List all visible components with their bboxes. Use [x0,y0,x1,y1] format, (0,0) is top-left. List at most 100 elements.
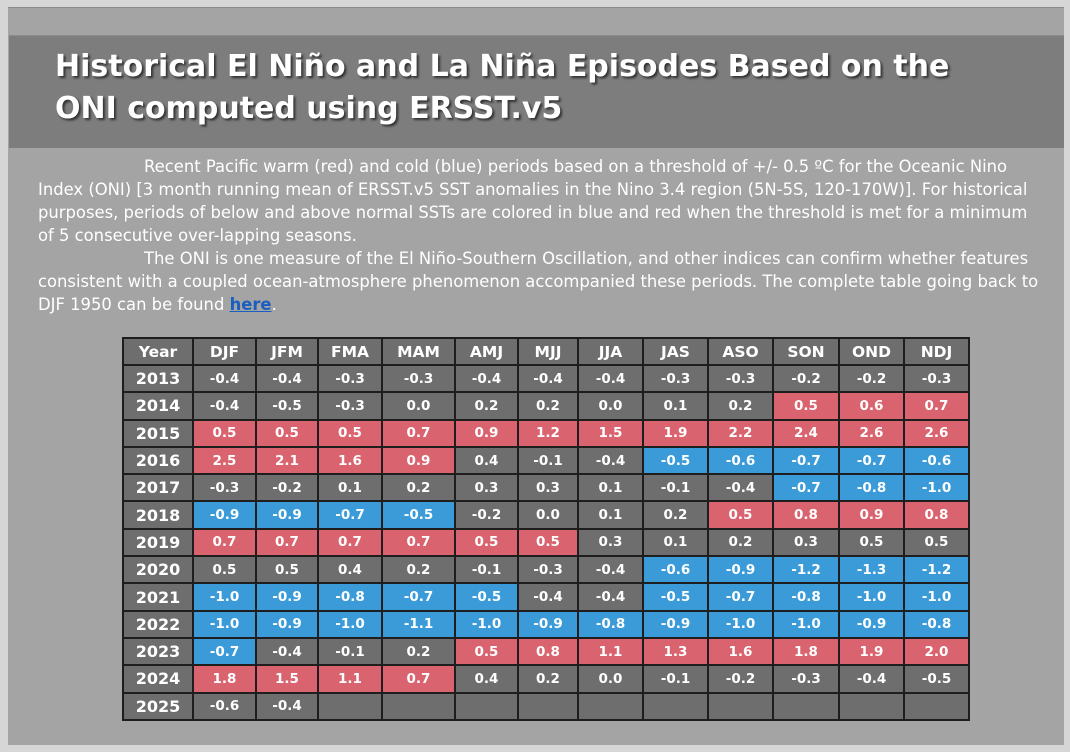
oni-value-cell: -0.4 [577,363,644,394]
column-header-amj: AMJ [454,337,519,366]
oni-value-cell: -0.3 [772,664,840,694]
oni-value-cell: -0.1 [454,555,519,585]
oni-value-cell: -1.0 [903,582,970,612]
oni-value-cell: -0.5 [381,500,456,530]
oni-value-cell: 2.6 [903,418,970,448]
oni-value-cell: -0.6 [903,445,970,476]
oni-value-cell: -0.4 [577,445,644,476]
table-row: 2013 -0.4 -0.4 -0.3 -0.3 -0.4 -0.4 -0.4 -0.3 -0.3… [122,363,970,394]
oni-value-cell: -0.8 [317,582,383,612]
oni-value-cell: 0.5 [454,527,519,558]
oni-value-cell: -0.4 [192,391,257,421]
column-header-fma: FMA [317,337,383,366]
oni-value-cell: -0.4 [577,555,644,585]
table-row: 2022 -1.0 -0.9 -1.0 -1.1 -1.0 -0.9 -0.8 -0.9 -1.0… [122,609,970,639]
oni-value-cell: -1.0 [317,609,383,639]
intro-paragraph-2: The ONI is one measure of the El Niño-So… [38,247,1048,316]
oni-value-cell: -0.9 [517,609,579,639]
oni-value-cell: -1.1 [381,609,456,639]
oni-value-cell: 1.1 [577,636,644,667]
oni-value-cell: 0.5 [255,418,319,448]
oni-value-cell: 0.5 [255,555,319,585]
column-header-mjj: MJJ [517,337,579,366]
oni-value-cell: 0.2 [381,636,456,667]
oni-value-cell: 0.2 [454,391,519,421]
oni-value-cell: -0.8 [903,609,970,639]
column-header-djf: DJF [192,337,257,366]
oni-value-cell: -0.4 [707,473,774,503]
column-header-year: Year [122,337,194,366]
oni-value-cell: -0.8 [772,582,840,612]
table-row: 2024 1.8 1.5 1.1 0.7 0.4 0.2 0.0 -0.1 -0.2 -0.3 -0.… [122,664,970,694]
oni-value-cell: -0.1 [642,473,709,503]
oni-value-cell: 2.6 [838,418,905,448]
empty-cell [454,691,519,721]
oni-value-cell: -0.4 [192,363,257,394]
oni-value-cell: 1.9 [642,418,709,448]
oni-value-cell: 0.1 [642,527,709,558]
oni-value-cell: 2.0 [903,636,970,667]
oni-table: Year DJF JFM FMA MAM AMJ MJJ JJA JAS ASO SON OND NDJ… [122,337,970,721]
oni-value-cell: -0.4 [517,582,579,612]
oni-value-cell: 1.5 [255,664,319,694]
oni-value-cell: 1.8 [192,664,257,694]
oni-value-cell: 0.8 [903,500,970,530]
year-cell: 2013 [122,363,194,394]
oni-value-cell: 0.5 [903,527,970,558]
oni-value-cell: 0.4 [317,555,383,585]
oni-value-cell: -0.7 [772,473,840,503]
table-row: 2014 -0.4 -0.5 -0.3 0.0 0.2 0.2 0.0 0.1 0.2 0.5 0.6… [122,391,970,421]
table-row: 2021 -1.0 -0.9 -0.8 -0.7 -0.5 -0.4 -0.4 -0.5 -0.7… [122,582,970,612]
oni-value-cell: 0.5 [317,418,383,448]
oni-value-cell: 0.2 [642,500,709,530]
full-table-link[interactable]: here [229,295,272,314]
year-cell: 2025 [122,691,194,721]
column-header-son: SON [772,337,840,366]
oni-value-cell: -0.4 [255,691,319,721]
year-cell: 2020 [122,555,194,585]
oni-value-cell: 0.7 [381,664,456,694]
oni-value-cell: -1.0 [838,582,905,612]
oni-value-cell: 0.0 [381,391,456,421]
empty-cell [903,691,970,721]
column-header-jfm: JFM [255,337,319,366]
oni-value-cell: 0.5 [454,636,519,667]
oni-value-cell: 2.4 [772,418,840,448]
oni-value-cell: 0.8 [517,636,579,667]
oni-value-cell: 0.2 [381,473,456,503]
year-cell: 2021 [122,582,194,612]
oni-value-cell: -1.2 [772,555,840,585]
oni-value-cell: -0.4 [517,363,579,394]
oni-value-cell: 0.3 [454,473,519,503]
oni-value-cell: 0.2 [707,527,774,558]
oni-value-cell: 0.1 [577,500,644,530]
oni-value-cell: 0.9 [838,500,905,530]
oni-value-cell: -0.1 [642,664,709,694]
oni-value-cell: -0.1 [317,636,383,667]
table-row: 2016 2.5 2.1 1.6 0.9 0.4 -0.1 -0.4 -0.5 -0.6 -0.7-… [122,445,970,476]
oni-value-cell: -0.7 [707,582,774,612]
oni-value-cell: -0.5 [903,664,970,694]
title-banner: Historical El Niño and La Niña Episodes … [9,35,1064,148]
oni-value-cell: 1.6 [707,636,774,667]
oni-value-cell: 0.5 [517,527,579,558]
oni-value-cell: 0.7 [381,527,456,558]
oni-value-cell: -0.2 [772,363,840,394]
oni-value-cell: -0.3 [317,363,383,394]
oni-value-cell: -1.0 [192,582,257,612]
oni-value-cell: 0.7 [255,527,319,558]
oni-value-cell: 0.4 [454,445,519,476]
year-cell: 2016 [122,445,194,476]
oni-value-cell: -0.5 [255,391,319,421]
oni-value-cell: -0.4 [577,582,644,612]
oni-value-cell: 0.5 [772,391,840,421]
empty-cell [577,691,644,721]
column-header-ond: OND [838,337,905,366]
table-row: 2018 -0.9 -0.9 -0.7 -0.5 -0.2 0.0 0.1 0.2 0.5 0.8 0… [122,500,970,530]
oni-value-cell: -0.3 [381,363,456,394]
oni-value-cell: 0.6 [838,391,905,421]
oni-value-cell: -0.3 [642,363,709,394]
oni-value-cell: -0.9 [255,609,319,639]
table-row: 2019 0.7 0.7 0.7 0.7 0.5 0.5 0.3 0.1 0.2 0.3 0.5 0.5 [122,527,970,558]
oni-value-cell: -0.7 [381,582,456,612]
